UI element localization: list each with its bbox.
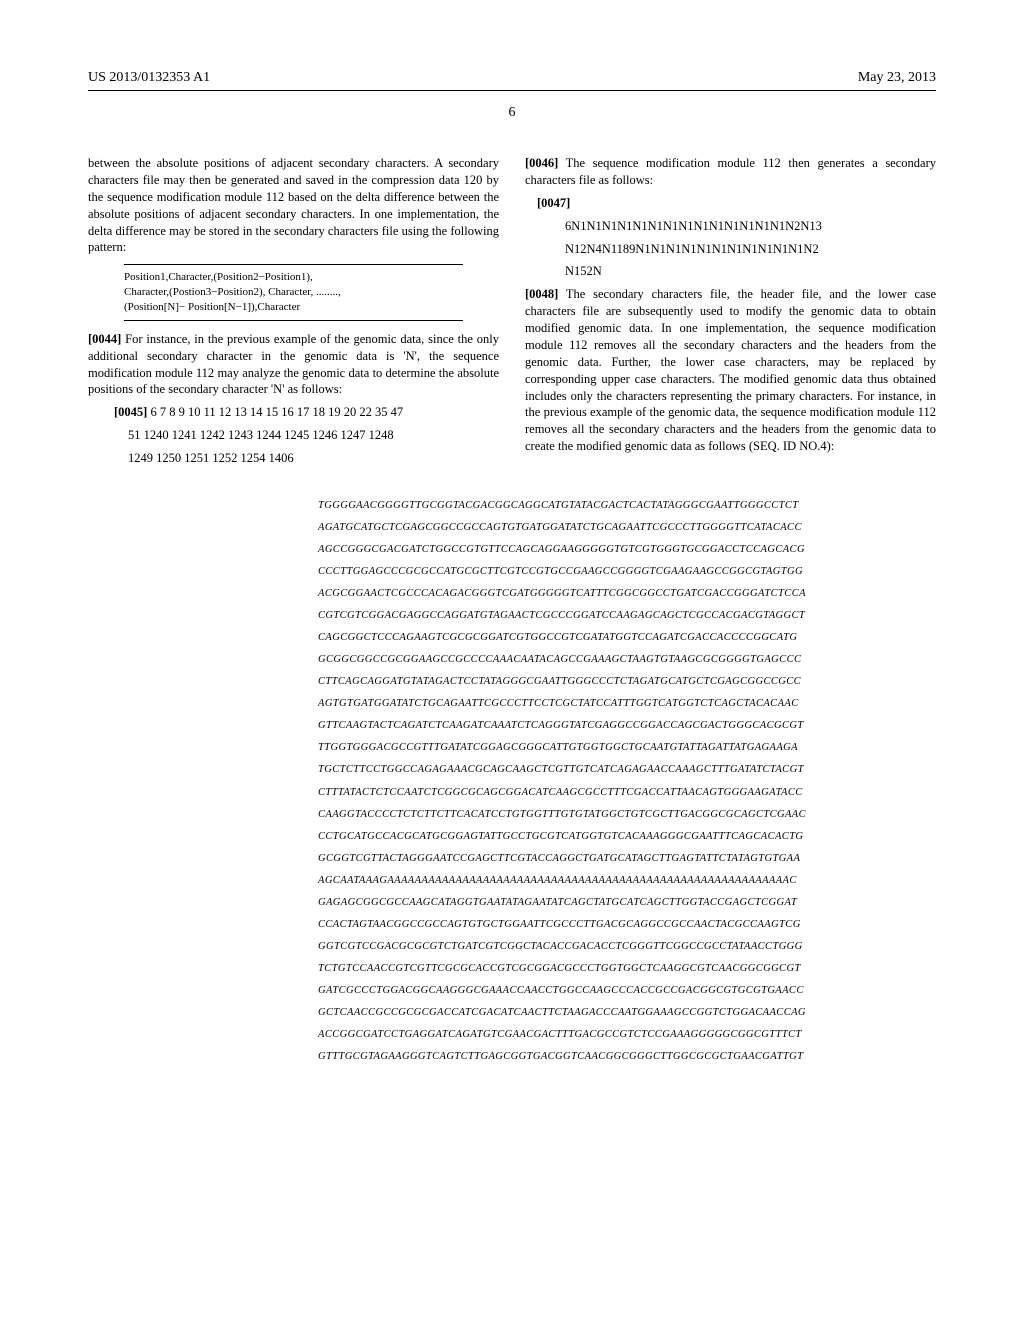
sequence-line: ACCGGCGATCCTGAGGATCAGATGTCGAACGACTTTGACG… — [318, 1024, 936, 1046]
para-text: The secondary characters file, the heade… — [525, 287, 936, 453]
sequence-line: ACGCGGAACTCGCCCACAGACGGGTCGATGGGGGTCATTT… — [318, 583, 936, 605]
para-num: [0047] — [537, 196, 570, 210]
sequence-line: GCGGTCGTTACTAGGGAATCCGAGCTTCGTACCAGGCTGA… — [318, 848, 936, 870]
para-text: The sequence modification module 112 the… — [525, 156, 936, 187]
para-0045-line: 51 1240 1241 1242 1243 1244 1245 1246 12… — [88, 427, 499, 444]
sequence-line: CGTCGTCGGACGAGGCCAGGATGTAGAACTCGCCCGGATC… — [318, 605, 936, 627]
sequence-line: GCGGCGGCCGCGGAAGCCGCCCCAAACAATACAGCCGAAA… — [318, 649, 936, 671]
para-num: [0044] — [88, 332, 121, 346]
para-num: [0045] — [114, 405, 147, 419]
sequence-line: CCCTTGGAGCCCGCGCCATGCGCTTCGTCCGTGCCGAAGC… — [318, 561, 936, 583]
sequence-line: CTTTATACTCTCCAATCTCGGCGCAGCGGACATCAAGCGC… — [318, 782, 936, 804]
para-text: 6 7 8 9 10 11 12 13 14 15 16 17 18 19 20… — [147, 405, 403, 419]
pattern-line: Position1,Character,(Position2−Position1… — [124, 270, 463, 285]
sequence-line: GAGAGCGGCGCCAAGCATAGGTGAATATAGAATATCAGCT… — [318, 892, 936, 914]
sequence-block: TGGGGAACGGGGTTGCGGTACGACGGCAGGCATGTATACG… — [88, 495, 936, 1068]
sequence-line: TTGGTGGGACGCCGTTTGATATCGGAGCGGGCATTGTGGT… — [318, 737, 936, 759]
pattern-line: (Position[N]− Position[N−1]),Character — [124, 300, 463, 315]
pattern-table: Position1,Character,(Position2−Position1… — [124, 264, 463, 321]
paragraph-0047: [0047] — [525, 195, 936, 212]
page-header: US 2013/0132353 A1 May 23, 2013 — [88, 70, 936, 91]
sequence-line: CCTGCATGCCACGCATGCGGAGTATTGCCTGCGTCATGGT… — [318, 826, 936, 848]
sequence-line: AGTGTGATGGATATCTGCAGAATTCGCCCTTCCTCGCTAT… — [318, 693, 936, 715]
sequence-line: CAAGGTACCCCTCTCTTCTTCACATCCTGTGGTTTGTGTA… — [318, 804, 936, 826]
para-continued: between the absolute positions of adjace… — [88, 155, 499, 256]
para-0047-line: 6N1N1N1N1N1N1N1N1N1N1N1N1N1N1N2N13 — [525, 218, 936, 235]
left-column: between the absolute positions of adjace… — [88, 155, 499, 473]
paragraph-0048: [0048] The secondary characters file, th… — [525, 286, 936, 455]
pattern-line: Character,(Postion3−Position2), Characte… — [124, 285, 463, 300]
body-columns: between the absolute positions of adjace… — [88, 155, 936, 473]
sequence-line: AGCAATAAAGAAAAAAAAAAAAAAAAAAAAAAAAAAAAAA… — [318, 870, 936, 892]
para-0045-line: 1249 1250 1251 1252 1254 1406 — [88, 450, 499, 467]
sequence-line: CTTCAGCAGGATGTATAGACTCCTATAGGGCGAATTGGGC… — [318, 671, 936, 693]
page-number: 6 — [88, 105, 936, 121]
para-num: [0046] — [525, 156, 558, 170]
sequence-line: GTTCAAGTACTCAGATCTCAAGATCAAATCTCAGGGTATC… — [318, 715, 936, 737]
sequence-line: GGTCGTCCGACGCGCGTCTGATCGTCGGCTACACCGACAC… — [318, 936, 936, 958]
sequence-line: AGCCGGGCGACGATCTGGCCGTGTTCCAGCAGGAAGGGGG… — [318, 539, 936, 561]
publication-date: May 23, 2013 — [858, 70, 936, 86]
sequence-line: TGGGGAACGGGGTTGCGGTACGACGGCAGGCATGTATACG… — [318, 495, 936, 517]
para-text: For instance, in the previous example of… — [88, 332, 499, 397]
para-0047-line: N152N — [525, 263, 936, 280]
para-0047-line: N12N4N1189N1N1N1N1N1N1N1N1N1N1N1N2 — [525, 241, 936, 258]
sequence-line: GCTCAACCGCCGCGCGACCATCGACATCAACTTCTAAGAC… — [318, 1002, 936, 1024]
sequence-line: CCACTAGTAACGGCCGCCAGTGTGCTGGAATTCGCCCTTG… — [318, 914, 936, 936]
sequence-line: TCTGTCCAACCGTCGTTCGCGCACCGTCGCGGACGCCCTG… — [318, 958, 936, 980]
paragraph-0046: [0046] The sequence modification module … — [525, 155, 936, 189]
paragraph-0045: [0045] 6 7 8 9 10 11 12 13 14 15 16 17 1… — [88, 404, 499, 421]
sequence-line: AGATGCATGCTCGAGCGGCCGCCAGTGTGATGGATATCTG… — [318, 517, 936, 539]
sequence-line: TGCTCTTCCTGGCCAGAGAAACGCAGCAAGCTCGTTGTCA… — [318, 759, 936, 781]
sequence-line: CAGCGGCTCCCAGAAGTCGCGCGGATCGTGGCCGTCGATA… — [318, 627, 936, 649]
publication-number: US 2013/0132353 A1 — [88, 70, 210, 86]
sequence-line: GTTTGCGTAGAAGGGTCAGTCTTGAGCGGTGACGGTCAAC… — [318, 1046, 936, 1068]
sequence-line: GATCGCCCTGGACGGCAAGGGCGAAACCAACCTGGCCAAG… — [318, 980, 936, 1002]
right-column: [0046] The sequence modification module … — [525, 155, 936, 473]
paragraph-0044: [0044] For instance, in the previous exa… — [88, 331, 499, 399]
para-num: [0048] — [525, 287, 558, 301]
